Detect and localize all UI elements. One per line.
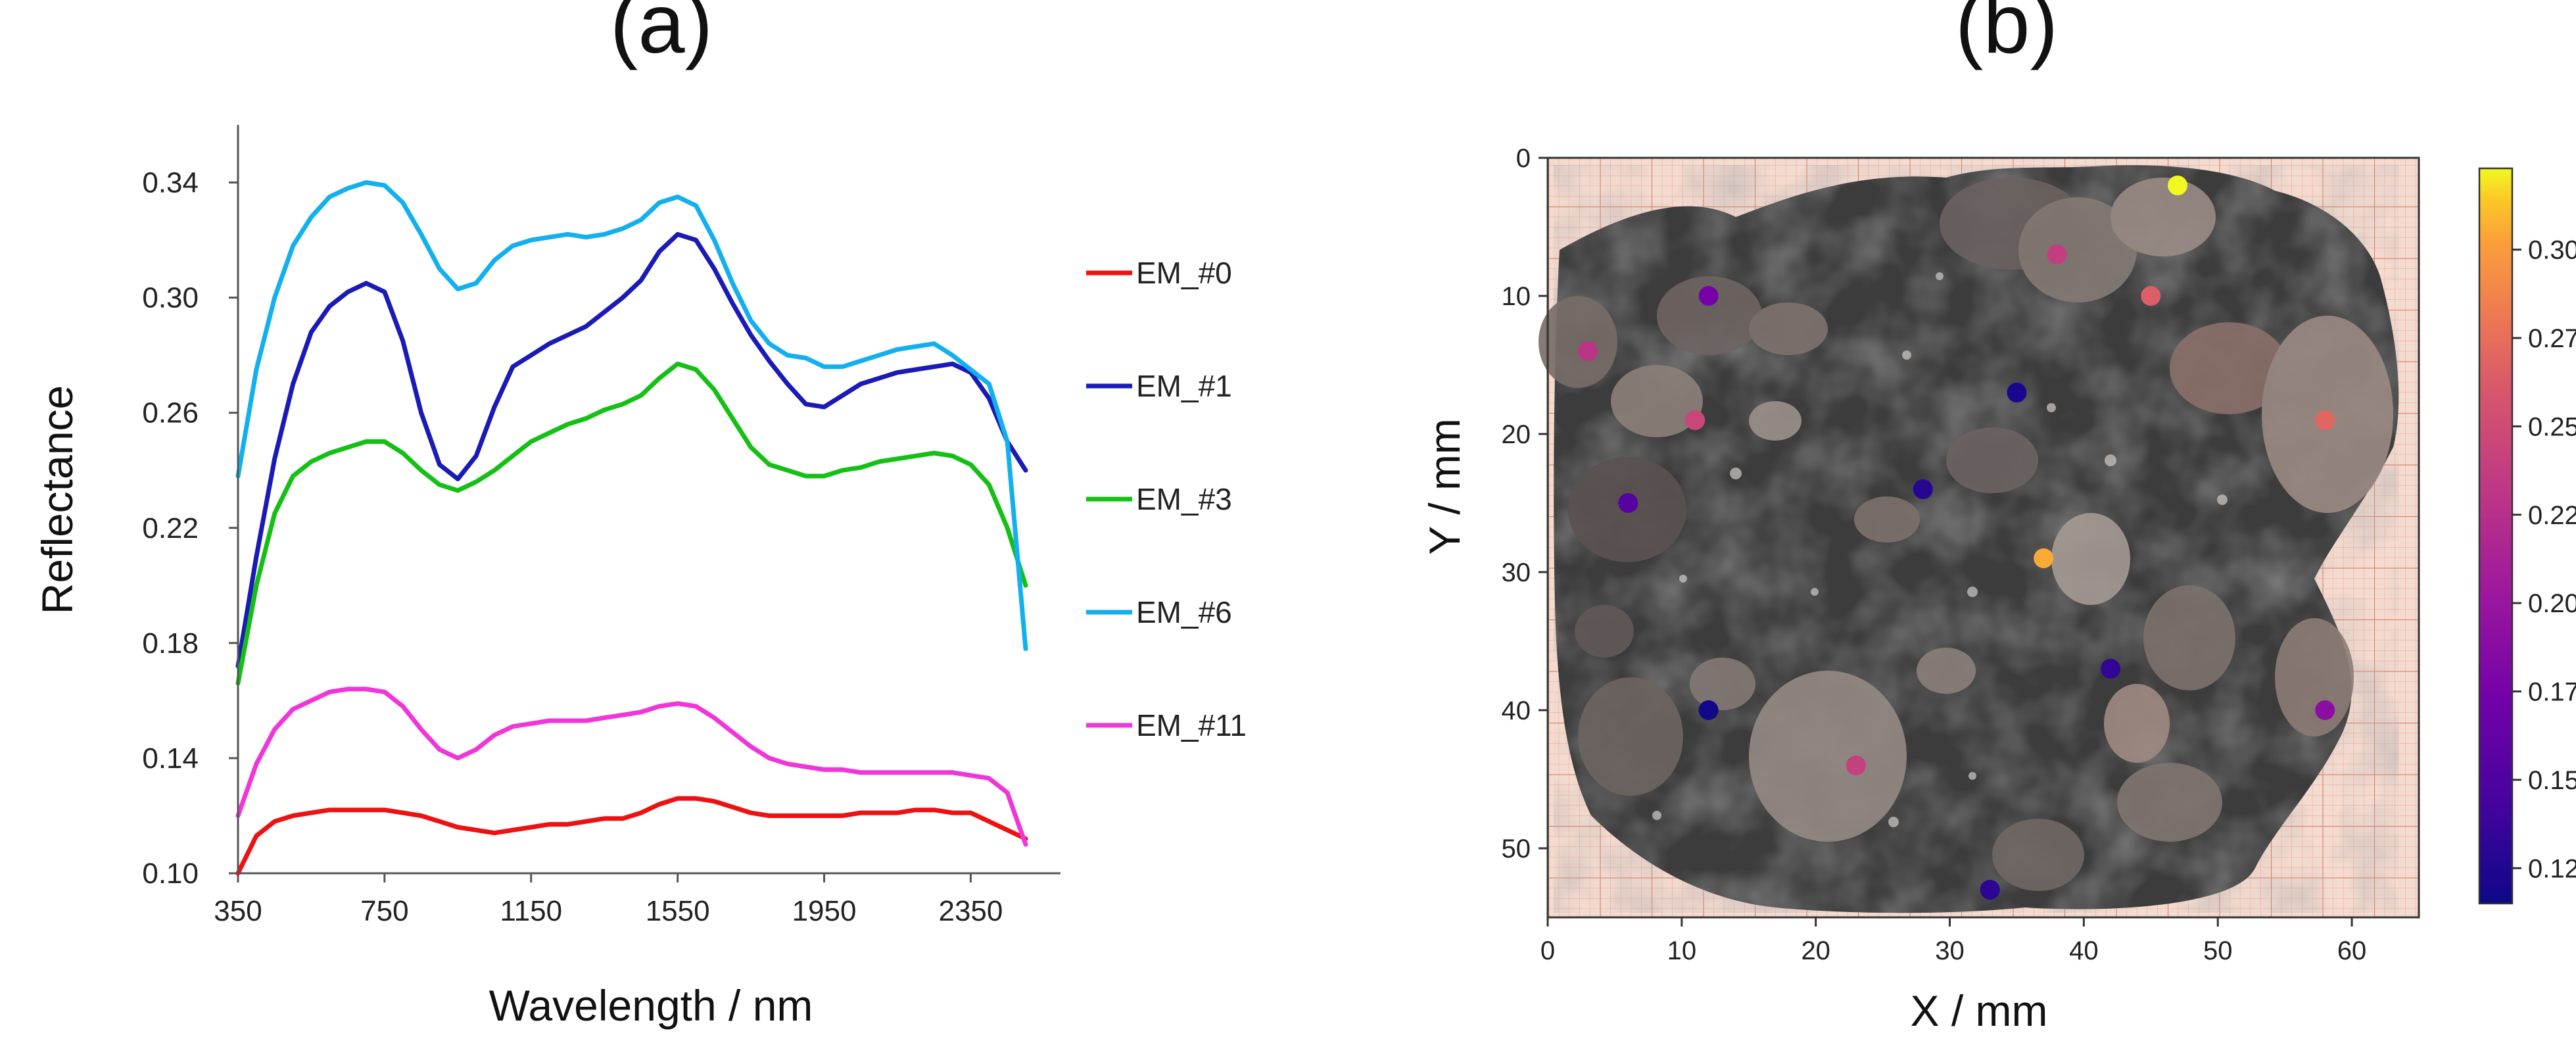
x-tick-label: 750: [360, 895, 408, 927]
sample-point: [1685, 410, 1705, 430]
y-tick-label: 0.26: [142, 397, 199, 429]
colorbar-tick-label: 0.125: [2528, 854, 2576, 883]
colorbar-tick-label: 0.200: [2528, 589, 2576, 618]
legend-label: EM_#0: [1136, 256, 1232, 290]
y-tick-label: 0.14: [142, 742, 199, 775]
sample-point: [2034, 548, 2054, 568]
series-line-EM_#3: [235, 361, 1028, 686]
x-axis-title: Wavelength / nm: [489, 981, 813, 1030]
colorbar-tick-label: 0.300: [2528, 236, 2576, 265]
colorbar-tick-label: 0.225: [2528, 501, 2576, 530]
legend-label: EM_#3: [1136, 482, 1232, 516]
colorbar-gradient: [2478, 167, 2514, 905]
series-line-EM_#0: [235, 796, 1028, 876]
legend: EM_#0 EM_#1 EM_#3 EM_#6 EM_#11: [1086, 256, 1247, 742]
y-tick-label: 0.10: [142, 857, 199, 890]
sample-points: [1578, 176, 2335, 900]
colorbar: 0.125 0.150 0.175 0.200 0.225 0.250 0.275 0.300…: [2478, 167, 2576, 905]
rock-photo: [1538, 158, 2419, 917]
x-tick-label: 60: [2337, 936, 2367, 965]
sample-point: [1578, 341, 1598, 361]
sample-point: [1980, 880, 2000, 900]
colorbar-tick-label: 0.275: [2528, 324, 2576, 353]
sample-point: [2168, 176, 2188, 195]
sample-point: [1618, 493, 1638, 513]
sample-point: [1698, 286, 1719, 306]
legend-label: EM_#11: [1136, 708, 1247, 742]
y-tick-label: 0.18: [142, 627, 199, 660]
y-tick-label: 0.30: [142, 282, 199, 314]
legend-label: EM_#1: [1136, 369, 1232, 403]
plot-frame: [1546, 157, 2420, 919]
x-tick-label: 1150: [500, 895, 562, 927]
y-axis-title: Reflectance: [33, 385, 82, 615]
x-axis-ticks: 350 750 1150 1550 1950 2350: [214, 873, 1003, 927]
colorbar-tick-label: 0.175: [2528, 678, 2576, 707]
series-lines: [235, 180, 1028, 876]
y-tick-label: 40: [1502, 696, 1531, 725]
colorbar-tick-label: 0.150: [2528, 766, 2576, 795]
sample-point: [2141, 286, 2161, 306]
colorbar-ticks: 0.125 0.150 0.175 0.200 0.225 0.250 0.275 0.300: [2512, 236, 2576, 883]
panel-b-label: (b): [1955, 0, 2058, 71]
x-tick-label: 30: [1935, 936, 1965, 965]
colorbar-tick-label: 0.250: [2528, 412, 2576, 441]
x-tick-label: 1550: [646, 895, 710, 927]
x-tick-label: 10: [1667, 936, 1697, 965]
sample-point: [1913, 479, 1933, 499]
y-tick-label: 30: [1502, 558, 1531, 587]
sample-point: [1846, 756, 1866, 775]
panel-b: (b): [1420, 0, 2576, 1035]
y-axis-title: Y / mm: [1420, 418, 1469, 555]
series-line-EM_#11: [235, 687, 1028, 847]
y-axis-ticks: 0.10 0.14 0.18 0.22 0.26 0.30 0.34: [142, 167, 238, 890]
sample-point: [2047, 245, 2067, 264]
x-tick-label: 2350: [938, 895, 1003, 927]
y-tick-label: 50: [1502, 834, 1531, 863]
x-tick-label: 20: [1801, 936, 1830, 965]
sample-point: [1698, 700, 1719, 720]
series-line-EM_#1: [235, 231, 1028, 669]
x-axis-ticks: 0 10 20 30 40 50 60: [1540, 917, 2366, 965]
y-tick-label: 0: [1516, 144, 1531, 173]
y-tick-label: 0.22: [142, 512, 199, 544]
series-line-EM_#6: [235, 180, 1028, 652]
legend-label: EM_#6: [1136, 595, 1232, 629]
panel-a: (a) 0.10 0.14 0.18 0.22 0.26 0.30 0.34 350 750 1…: [33, 0, 1247, 1030]
sample-point: [2007, 383, 2027, 402]
x-tick-label: 40: [2069, 936, 2099, 965]
x-tick-label: 1950: [792, 895, 857, 927]
y-axis-ticks: 0 10 20 30 40 50: [1502, 144, 1548, 863]
panel-a-label: (a): [610, 0, 713, 71]
x-tick-label: 50: [2203, 936, 2233, 965]
sample-point: [2315, 410, 2335, 430]
x-tick-label: 350: [214, 895, 262, 927]
specks: [1652, 272, 2228, 827]
clasts: [1538, 178, 2393, 891]
x-tick-label: 0: [1540, 936, 1555, 965]
x-axis-title: X / mm: [1911, 986, 2048, 1035]
sample-point: [2101, 659, 2121, 679]
y-tick-label: 10: [1502, 282, 1531, 311]
sample-point: [2315, 700, 2335, 720]
y-tick-label: 20: [1502, 420, 1531, 449]
y-tick-label: 0.34: [142, 167, 199, 199]
